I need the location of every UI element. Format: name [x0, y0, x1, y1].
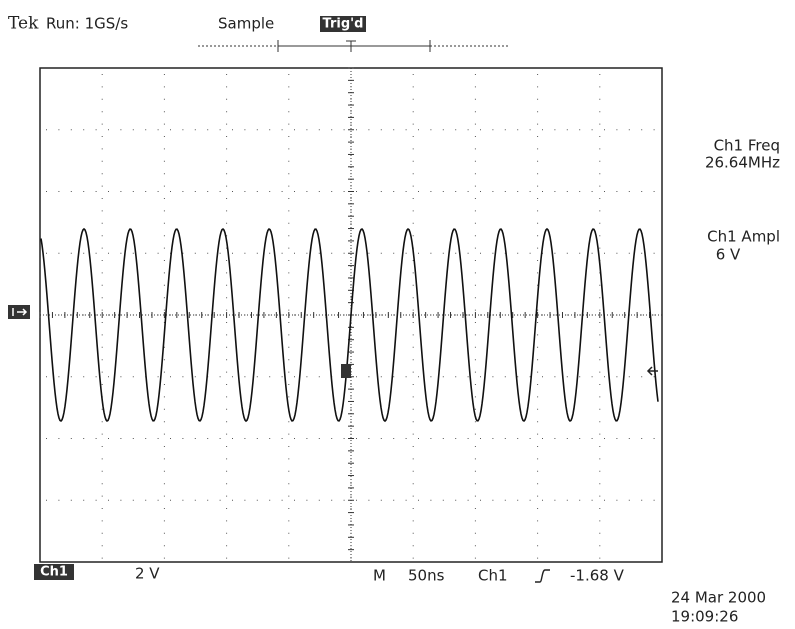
acq-mode: Sample — [218, 15, 274, 33]
measure-value: 6 V — [716, 246, 741, 264]
measure-value: 26.64MHz — [705, 154, 780, 172]
trigger-status: Trig'd — [323, 17, 364, 32]
brand: Tek — [8, 14, 39, 34]
trigger-level: -1.68 V — [570, 567, 625, 585]
channel: Ch1 — [40, 565, 68, 580]
scope-screen: Tek Run: 1GS/s Sample Trig'd Ch1 Freq 26… — [0, 0, 795, 629]
record-bracket — [198, 40, 510, 52]
trigger-position-marker — [341, 364, 351, 378]
page: Tek Run: 1GS/s Sample Trig'd Ch1 Freq 26… — [0, 0, 795, 629]
time: 19:09:26 — [671, 608, 738, 626]
trigger-source: Ch1 — [478, 567, 508, 585]
measure-label: Ch1 Freq — [714, 137, 780, 155]
waveform — [41, 229, 658, 421]
trigger-level-marker — [648, 367, 658, 375]
date: 24 Mar 2000 — [671, 589, 766, 607]
timebase-prefix: M — [373, 567, 386, 585]
measure-label: Ch1 Ampl — [707, 228, 780, 246]
timebase: 50ns — [408, 567, 445, 585]
run-status: Run: 1GS/s — [46, 15, 128, 33]
trigger-slope — [535, 570, 550, 582]
volts-per-div: 2 V — [135, 565, 160, 583]
